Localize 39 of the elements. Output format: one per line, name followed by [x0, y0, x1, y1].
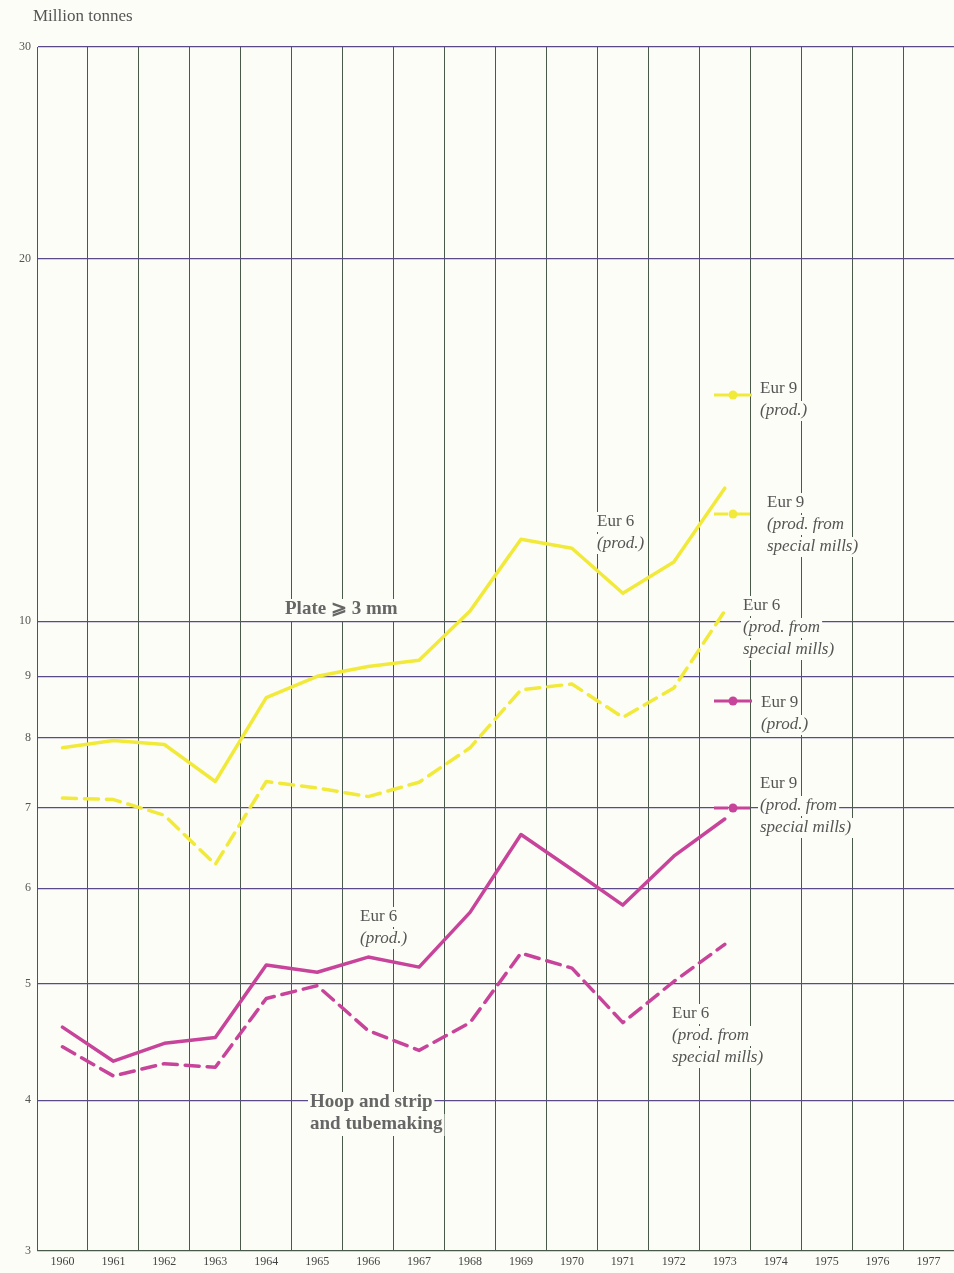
y-tick-label: 4: [25, 1092, 31, 1107]
x-tick-label: 1973: [712, 1253, 737, 1268]
x-tick-label: 1968: [458, 1253, 483, 1268]
legend-label: Eur 9 (prod. from special mills): [767, 491, 859, 555]
x-tick-label: 1966: [356, 1253, 381, 1268]
series-label: Eur 6 (prod. from special mills): [672, 1002, 764, 1066]
series-label: Eur 6 (prod.): [360, 905, 408, 947]
x-tick-label: 1975: [814, 1253, 839, 1268]
annotation: Hoop and strip and tubemaking: [310, 1090, 444, 1134]
x-tick-label: 1961: [101, 1253, 126, 1268]
x-tick-label: 1963: [203, 1253, 228, 1268]
x-tick-label: 1965: [305, 1253, 330, 1268]
x-tick-label: 1977: [916, 1253, 941, 1268]
y-tick-label: 7: [25, 799, 31, 814]
annotation: Plate ⩾ 3 mm: [285, 597, 398, 619]
y-tick-label: 20: [19, 251, 31, 266]
y-tick-label: 5: [25, 975, 31, 990]
y-tick-label: 3: [25, 1242, 31, 1257]
y-tick-label: 9: [25, 668, 31, 683]
x-tick-label: 1974: [763, 1253, 788, 1268]
y-axis-title: Million tonnes: [33, 6, 133, 26]
series-label: Eur 6 (prod. from special mills): [743, 594, 835, 658]
x-tick-label: 1970: [559, 1253, 584, 1268]
legend-label: Eur 9 (prod.): [760, 377, 808, 419]
x-tick-label: 1971: [610, 1253, 635, 1268]
y-tick-label: 30: [19, 39, 31, 54]
y-tick-label: 6: [25, 880, 31, 895]
x-tick-label: 1976: [865, 1253, 890, 1268]
legend-label: Eur 9 (prod.): [761, 691, 809, 733]
x-tick-label: 1962: [152, 1253, 177, 1268]
y-tick-label: 8: [25, 730, 31, 745]
series-label: Eur 6 (prod.): [597, 510, 645, 552]
x-tick-label: 1972: [661, 1253, 686, 1268]
y-tick-label: 10: [19, 613, 31, 628]
x-tick-label: 1967: [407, 1253, 432, 1268]
x-tick-label: 1969: [508, 1253, 533, 1268]
x-tick-label: 1964: [254, 1253, 279, 1268]
x-tick-label: 1960: [50, 1253, 75, 1268]
legend-label: Eur 9 (prod. from special mills): [760, 772, 852, 836]
